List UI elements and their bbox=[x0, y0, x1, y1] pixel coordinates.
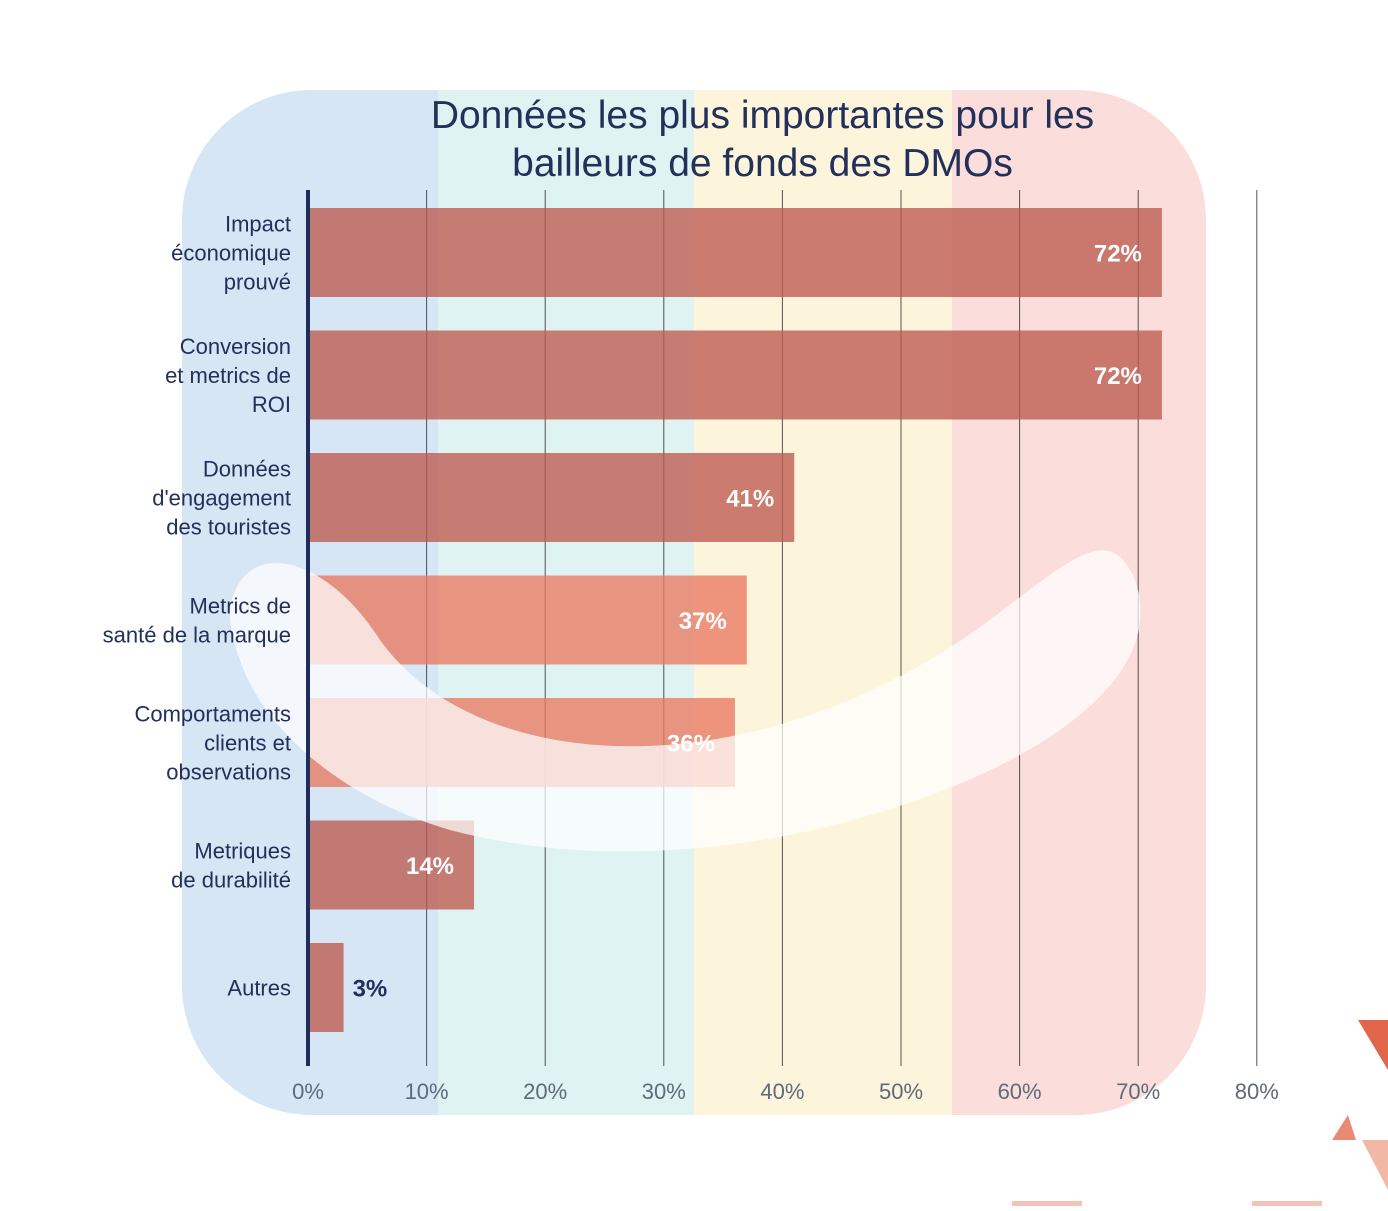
category-label-0-line-1: économique bbox=[171, 241, 291, 266]
category-label-3-line-1: santé de la marque bbox=[103, 623, 291, 648]
bar-value-label-4: 36% bbox=[667, 731, 715, 758]
x-tick-label-70: 70% bbox=[1116, 1079, 1160, 1104]
category-label-1-line-2: ROI bbox=[252, 392, 291, 417]
x-tick-labels: 0% 10% 20% 30% 40% 50% 60% 70% 80% bbox=[292, 1079, 1279, 1104]
category-label-0-line-0: Impact bbox=[225, 212, 291, 237]
category-label-0: Impact économique prouvé bbox=[171, 212, 291, 295]
bars bbox=[310, 208, 1162, 1032]
category-label-0-line-2: prouvé bbox=[224, 270, 291, 295]
x-tick-label-60: 60% bbox=[998, 1079, 1042, 1104]
x-tick-label-30: 30% bbox=[642, 1079, 686, 1104]
corner-strip-1 bbox=[1012, 1201, 1082, 1206]
x-tick-label-20: 20% bbox=[523, 1079, 567, 1104]
chart-title: Données les plus importantes pour les ba… bbox=[350, 92, 1175, 188]
category-label-5-line-1: de durabilité bbox=[171, 868, 291, 893]
category-label-6: Autres bbox=[227, 976, 291, 1001]
x-tick-label-10: 10% bbox=[405, 1079, 449, 1104]
category-label-2-line-1: d'engagement bbox=[152, 486, 291, 511]
bar-6 bbox=[310, 943, 344, 1032]
bar-value-label-0: 72% bbox=[1094, 241, 1142, 268]
category-label-5-line-0: Metriques bbox=[194, 839, 291, 864]
category-label-4-line-1: clients et bbox=[204, 731, 291, 756]
category-label-5: Metriques de durabilité bbox=[171, 839, 291, 893]
bar-1 bbox=[310, 330, 1162, 420]
bar-value-label-2: 41% bbox=[726, 486, 774, 513]
bar-value-label-5: 14% bbox=[406, 853, 454, 880]
bar-2 bbox=[310, 453, 795, 542]
x-tick-label-50: 50% bbox=[879, 1079, 923, 1104]
corner-triangle-2 bbox=[1332, 1115, 1356, 1140]
bar-value-labels: 72% 72% 41% 37% 36% 14% 3% bbox=[353, 241, 1142, 1003]
x-tick-label-40: 40% bbox=[760, 1079, 804, 1104]
category-label-1: Conversion et metrics de ROI bbox=[165, 334, 291, 417]
corner-triangle-1 bbox=[1358, 1020, 1388, 1070]
corner-decoration bbox=[1012, 1020, 1388, 1206]
chart-title-line-2: bailleurs de fonds des DMOs bbox=[512, 142, 1013, 185]
x-tick-label-80: 80% bbox=[1235, 1079, 1279, 1104]
bar-5 bbox=[310, 820, 475, 910]
bar-value-label-3: 37% bbox=[679, 608, 727, 635]
bar-0 bbox=[310, 208, 1162, 297]
swoosh-decoration bbox=[230, 550, 1141, 852]
x-tick-label-0: 0% bbox=[292, 1079, 324, 1104]
white-swoosh bbox=[230, 550, 1141, 852]
category-label-6-line-0: Autres bbox=[227, 976, 291, 1001]
category-label-2-line-0: Données bbox=[203, 457, 291, 482]
bar-value-label-6: 3% bbox=[353, 976, 388, 1003]
corner-triangle-3 bbox=[1362, 1140, 1388, 1190]
corner-strip-2 bbox=[1252, 1201, 1322, 1206]
category-label-3-line-0: Metrics de bbox=[190, 594, 291, 619]
category-label-4-line-2: observations bbox=[166, 760, 291, 785]
category-label-4: Comportaments clients et observations bbox=[134, 702, 291, 785]
chart-title-line-1: Données les plus importantes pour les bbox=[430, 94, 1095, 137]
category-labels: Impact économique prouvé Conversion et metri… bbox=[103, 212, 291, 1001]
category-label-1-line-1: et metrics de bbox=[165, 363, 291, 388]
bar-value-label-1: 72% bbox=[1094, 363, 1142, 390]
category-label-2: Données d'engagement des touristes bbox=[152, 457, 291, 540]
category-label-3: Metrics de santé de la marque bbox=[103, 594, 291, 648]
category-label-4-line-0: Comportaments bbox=[134, 702, 291, 727]
category-label-1-line-0: Conversion bbox=[180, 334, 291, 359]
category-label-2-line-2: des touristes bbox=[166, 515, 291, 540]
